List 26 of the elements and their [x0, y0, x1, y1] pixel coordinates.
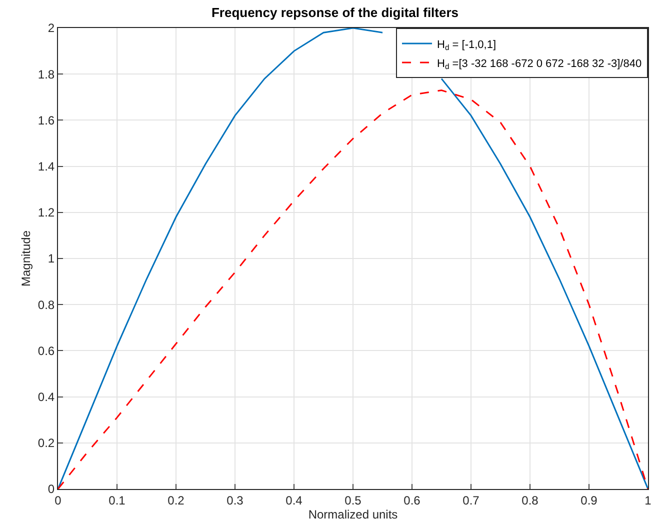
x-tick-label: 0.8	[522, 493, 539, 508]
y-tick-label: 1.6	[38, 113, 55, 128]
x-tick-label: 1	[644, 493, 652, 508]
y-axis-title: Magnitude	[19, 230, 34, 287]
x-tick-label: 0.5	[344, 493, 362, 508]
y-tick-label: 0.2	[38, 436, 55, 450]
x-axis-title: Normalized units	[308, 507, 398, 522]
chart-title: Frequency repsonse of the digital filters	[211, 5, 459, 20]
x-tick-label: 0.1	[108, 493, 126, 508]
x-tick-label: 0.6	[404, 493, 421, 508]
y-tick-label: 0	[48, 482, 55, 496]
y-tick-label: 2	[48, 21, 55, 36]
y-tick-label: 1.2	[38, 206, 55, 220]
y-tick-label: 1	[48, 252, 55, 266]
y-tick-label: 1.8	[38, 67, 55, 82]
legend-label: H$_{d}$ = [-1,0,1]	[437, 38, 496, 52]
y-tick-label: 0.8	[38, 298, 55, 312]
y-tick-label: 1.4	[38, 160, 55, 174]
x-tick-label: 0.9	[580, 493, 598, 508]
y-tick-label: 0.6	[38, 344, 55, 358]
legend-label: H$_{d}$ =[3 -32 168 -672 0 672 -168 32 -3]/840	[437, 58, 642, 72]
x-tick-label: 0.4	[286, 493, 303, 508]
x-tick-label: 0.2	[168, 493, 185, 508]
x-tick-label: 0.3	[226, 493, 244, 508]
y-tick-label: 0.4	[38, 390, 55, 404]
x-tick-label: 0.7	[462, 493, 480, 508]
